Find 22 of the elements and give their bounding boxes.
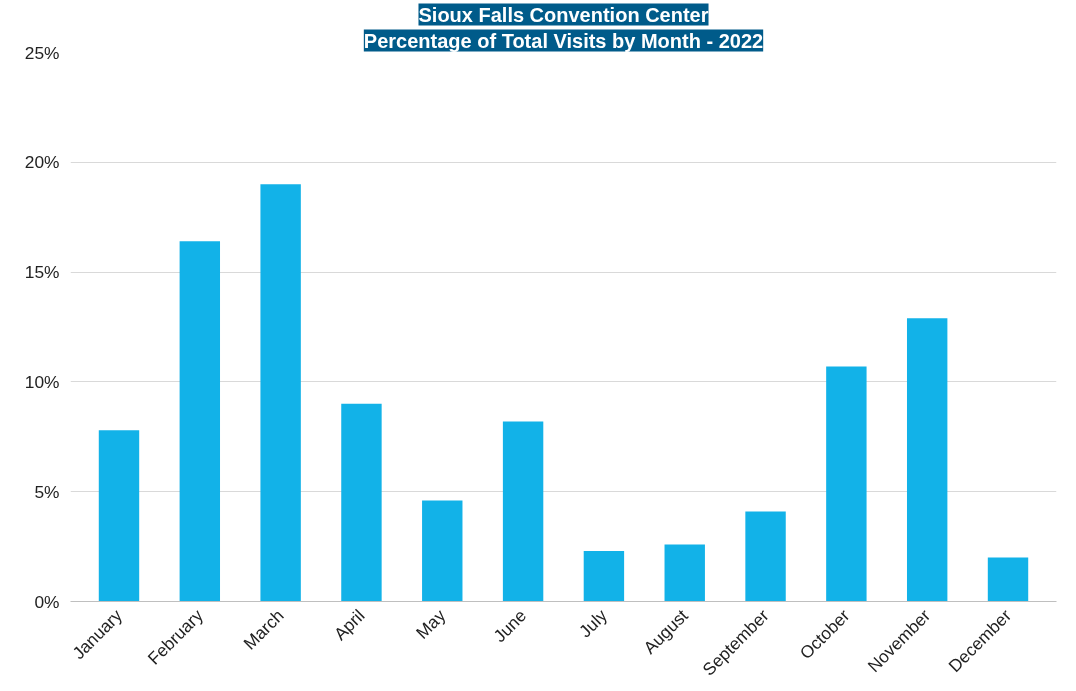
- bar: [664, 544, 705, 602]
- chart-subtitle: Percentage of Total Visits by Month - 2022: [363, 29, 764, 52]
- y-tick-label: 5%: [34, 481, 60, 502]
- bar: [826, 366, 867, 602]
- bar: [987, 557, 1029, 602]
- bar: [98, 430, 140, 602]
- bar: [341, 403, 382, 602]
- x-tick-label: May: [412, 605, 450, 643]
- bar: [179, 241, 221, 602]
- bar: [745, 511, 786, 602]
- chart-title: Sioux Falls Convention Center: [418, 3, 709, 26]
- y-tick-label: 25%: [24, 42, 60, 63]
- bar: [502, 421, 544, 602]
- y-tick-label: 0%: [34, 591, 60, 612]
- y-tick-label: 10%: [24, 371, 60, 392]
- y-tick-label: 20%: [24, 152, 60, 173]
- bar: [260, 184, 301, 602]
- y-tick-label: 15%: [24, 262, 60, 283]
- x-tick-label: July: [575, 605, 612, 642]
- bar: [583, 550, 625, 602]
- bar: [422, 500, 463, 602]
- bar: [906, 318, 948, 602]
